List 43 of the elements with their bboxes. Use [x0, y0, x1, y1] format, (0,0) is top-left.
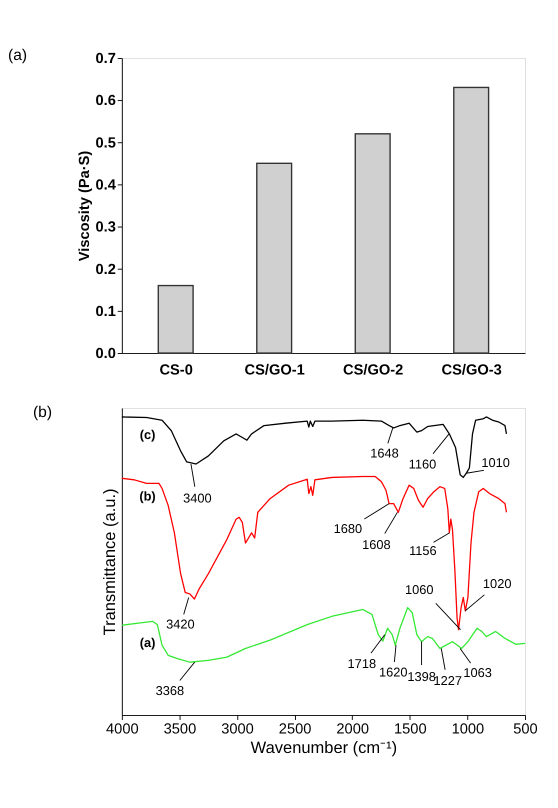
y-tick-label: 0.6: [96, 93, 116, 110]
x-tick-label: 3500: [164, 722, 196, 738]
y-tick-label: 0.3: [96, 220, 116, 236]
annotation: 1020: [482, 576, 512, 592]
annotation: 1608: [362, 536, 391, 552]
chart-title: (b): [32, 404, 52, 422]
series-label: (b): [139, 488, 156, 504]
y-tick-label: 0.7: [96, 51, 116, 68]
y-tick-label: 0.5: [96, 135, 116, 152]
y-tick-label: 0.4: [96, 177, 117, 194]
annotation: 1063: [463, 664, 492, 680]
x-tick-label: CS/GO-3: [442, 362, 502, 379]
x-tick-label: 500: [513, 722, 538, 738]
y-tick-label: 0.0: [96, 346, 116, 362]
y-tick-label: 0.1: [96, 304, 116, 320]
x-tick-label: CS/GO-2: [343, 362, 404, 379]
annotation: 3420: [166, 616, 195, 632]
annotation: 1160: [408, 456, 436, 472]
annotation: 1680: [334, 520, 362, 536]
annotation: 1398: [407, 669, 436, 684]
chart-title: (a): [8, 46, 28, 64]
y-axis-title: Viscosity (Pa·S): [77, 150, 94, 262]
annotation: 1060: [405, 582, 434, 597]
x-tick-label: 1500: [394, 722, 427, 738]
annotation: 1620: [379, 664, 408, 680]
y-axis-title: Transmittance (a.u.): [100, 488, 119, 636]
annotation: 1156: [409, 542, 437, 558]
x-tick-label: CS-0: [159, 362, 193, 379]
annotation: 3368: [156, 683, 184, 698]
x-tick-label: 1000: [452, 722, 484, 738]
annotation: 1718: [348, 656, 376, 671]
annotation: 3400: [183, 490, 212, 506]
series-label: (c): [140, 426, 156, 442]
x-tick-label: 2500: [278, 722, 312, 738]
annotation: 1010: [481, 454, 510, 470]
x-tick-label: 2000: [336, 722, 369, 738]
x-tick-label: CS/GO-1: [244, 362, 305, 379]
y-tick-label: 0.2: [96, 262, 116, 278]
x-tick-label: 4000: [106, 722, 139, 738]
x-tick-label: 3000: [221, 722, 254, 738]
annotation: 1648: [370, 445, 399, 460]
series-label: (a): [140, 635, 156, 650]
x-axis-title: Wavenumber (cm⁻¹): [250, 738, 398, 757]
